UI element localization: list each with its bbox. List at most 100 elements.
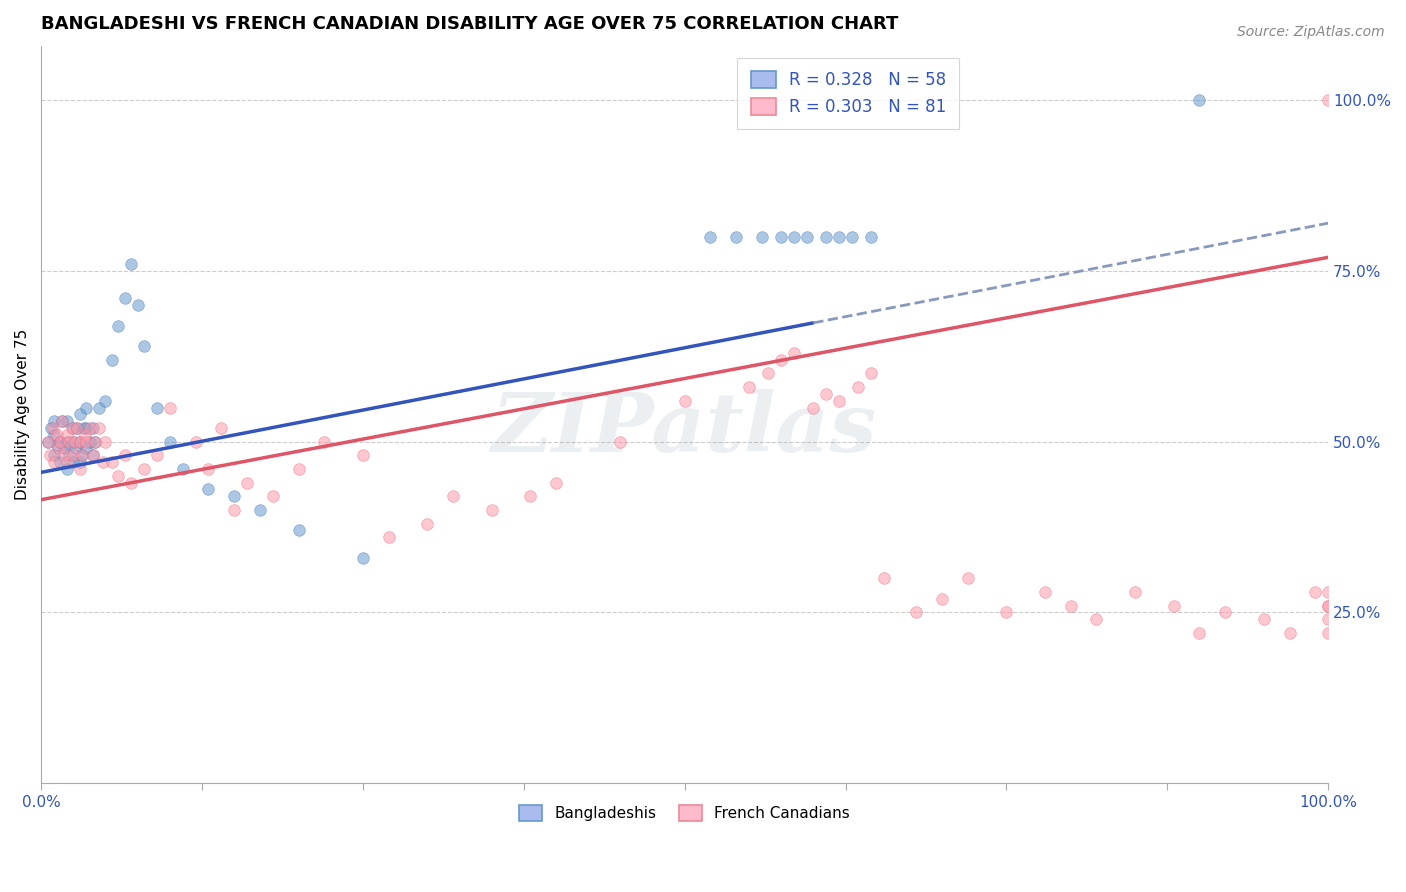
Point — [82, 448, 104, 462]
Point — [1123, 585, 1146, 599]
Point — [1163, 599, 1185, 613]
Point — [828, 230, 851, 244]
Point — [860, 367, 883, 381]
Point — [72, 421, 94, 435]
Point — [58, 434, 80, 449]
Point — [51, 414, 73, 428]
Point — [51, 414, 73, 428]
Point — [209, 421, 232, 435]
Point — [860, 230, 883, 244]
Point — [62, 421, 84, 435]
Point — [49, 455, 72, 469]
Point — [673, 393, 696, 408]
Point — [62, 434, 84, 449]
Point — [42, 455, 65, 469]
Point — [120, 257, 142, 271]
Point — [132, 339, 155, 353]
Point — [783, 346, 806, 360]
Point — [41, 421, 63, 435]
Point — [1278, 625, 1301, 640]
Point — [62, 448, 84, 462]
Point — [184, 434, 207, 449]
Point — [441, 489, 464, 503]
Point — [1188, 625, 1211, 640]
Point — [69, 408, 91, 422]
Point — [45, 427, 67, 442]
Point — [1317, 93, 1340, 107]
Point — [75, 442, 97, 456]
Point — [738, 380, 761, 394]
Point — [101, 455, 124, 469]
Point — [42, 448, 65, 462]
Point — [120, 475, 142, 490]
Point — [756, 367, 779, 381]
Point — [249, 503, 271, 517]
Point — [60, 421, 83, 435]
Point — [49, 434, 72, 449]
Point — [42, 414, 65, 428]
Point — [159, 434, 181, 449]
Point — [848, 380, 870, 394]
Point — [49, 434, 72, 449]
Point — [815, 230, 838, 244]
Point — [84, 434, 107, 449]
Point — [544, 475, 567, 490]
Point — [37, 434, 59, 449]
Point — [53, 442, 76, 456]
Point — [114, 448, 136, 462]
Text: Source: ZipAtlas.com: Source: ZipAtlas.com — [1237, 25, 1385, 39]
Point — [82, 448, 104, 462]
Point — [1317, 625, 1340, 640]
Point — [796, 230, 818, 244]
Point — [114, 291, 136, 305]
Point — [42, 427, 65, 442]
Point — [1060, 599, 1083, 613]
Point — [172, 462, 194, 476]
Point — [75, 421, 97, 435]
Point — [62, 455, 84, 469]
Point — [91, 455, 114, 469]
Point — [224, 489, 246, 503]
Point — [146, 401, 169, 415]
Point — [73, 427, 96, 442]
Point — [314, 434, 336, 449]
Point — [69, 455, 91, 469]
Point — [56, 434, 79, 449]
Point — [770, 352, 793, 367]
Point — [127, 298, 149, 312]
Point — [1303, 585, 1326, 599]
Point — [481, 503, 503, 517]
Point — [63, 434, 86, 449]
Text: BANGLADESHI VS FRENCH CANADIAN DISABILITY AGE OVER 75 CORRELATION CHART: BANGLADESHI VS FRENCH CANADIAN DISABILIT… — [41, 15, 898, 33]
Point — [197, 462, 219, 476]
Point — [236, 475, 259, 490]
Point — [725, 230, 748, 244]
Point — [79, 434, 101, 449]
Point — [159, 401, 181, 415]
Point — [1085, 612, 1108, 626]
Point — [69, 434, 91, 449]
Point — [39, 448, 62, 462]
Point — [352, 550, 374, 565]
Point — [146, 448, 169, 462]
Point — [770, 230, 793, 244]
Point — [1317, 585, 1340, 599]
Point — [956, 571, 979, 585]
Point — [262, 489, 284, 503]
Point — [75, 434, 97, 449]
Point — [107, 318, 129, 333]
Point — [72, 448, 94, 462]
Point — [82, 421, 104, 435]
Point — [56, 414, 79, 428]
Point — [37, 434, 59, 449]
Point — [65, 442, 87, 456]
Point — [287, 462, 309, 476]
Point — [224, 503, 246, 517]
Point — [56, 455, 79, 469]
Point — [87, 401, 110, 415]
Point — [815, 387, 838, 401]
Point — [873, 571, 896, 585]
Point — [931, 591, 953, 606]
Point — [87, 421, 110, 435]
Y-axis label: Disability Age Over 75: Disability Age Over 75 — [15, 329, 30, 500]
